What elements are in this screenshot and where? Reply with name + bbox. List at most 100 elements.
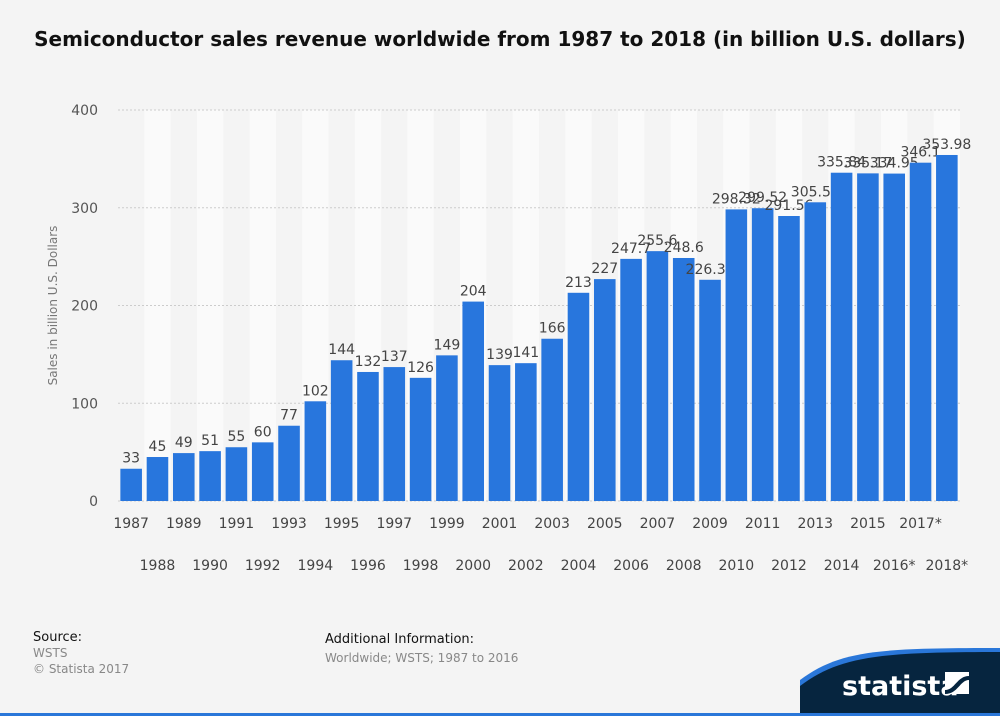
data-label: 335.17	[843, 155, 892, 171]
data-label: 132	[355, 354, 382, 370]
data-label: 204	[460, 284, 487, 300]
data-label: 291.56	[764, 198, 813, 214]
x-tick-label: 1987	[113, 516, 149, 532]
data-label: 51	[201, 433, 219, 449]
x-tick-label: 1989	[166, 516, 202, 532]
bar	[409, 377, 432, 501]
x-tick-label: 2015	[850, 516, 886, 532]
x-tick-label: 1994	[298, 558, 334, 574]
data-label: 60	[254, 424, 272, 440]
data-label: 248.6	[664, 240, 704, 256]
data-label: 139	[486, 347, 513, 363]
data-label: 346.1	[900, 145, 940, 161]
y-tick-label: 0	[89, 494, 98, 510]
bar	[620, 258, 642, 501]
x-tick-label: 2001	[482, 516, 518, 532]
data-label: 247.7	[611, 241, 651, 257]
x-tick-label: 1991	[219, 516, 255, 532]
data-label: 305.58	[791, 184, 840, 200]
data-label: 227	[591, 261, 618, 277]
source-label: Source:	[33, 630, 83, 645]
data-label: 166	[539, 321, 566, 337]
x-tick-label: 2005	[587, 516, 623, 532]
bar	[330, 360, 353, 501]
data-label: 45	[149, 439, 167, 455]
bar	[462, 301, 485, 501]
x-tick-label: 2000	[455, 558, 491, 574]
statista-icon	[945, 672, 969, 694]
bottom-accent-bar	[0, 713, 1000, 716]
x-tick-label: 2012	[771, 558, 807, 574]
data-label: 213	[565, 275, 592, 291]
data-label: 141	[512, 345, 539, 361]
x-tick-label: 2008	[666, 558, 702, 574]
x-tick-label: 2002	[508, 558, 544, 574]
x-tick-label: 2014	[824, 558, 860, 574]
additional-info-block: Additional Information: Worldwide; WSTS;…	[325, 632, 518, 666]
bar	[278, 425, 300, 501]
x-tick-label: 2003	[534, 516, 570, 532]
bar	[699, 279, 721, 501]
bar	[936, 154, 958, 501]
data-label: 298.32	[712, 191, 761, 207]
statista-logo: statista	[800, 648, 1000, 716]
bar	[725, 209, 748, 501]
x-tick-label: 1995	[324, 516, 360, 532]
data-label: 33	[122, 451, 140, 467]
bar	[804, 202, 827, 502]
x-tick-label: 1988	[140, 558, 176, 574]
data-label: 299.52	[738, 190, 787, 206]
x-tick-label: 1992	[245, 558, 281, 574]
bar	[146, 457, 169, 501]
bar	[225, 447, 248, 501]
data-label: 55	[227, 429, 245, 445]
y-tick-label: 300	[71, 201, 98, 217]
bar	[830, 172, 853, 501]
x-tick-label: 2004	[561, 558, 597, 574]
bar	[857, 173, 879, 501]
data-label: 353.98	[922, 137, 971, 153]
bar	[751, 208, 774, 502]
data-label: 49	[175, 435, 193, 451]
bar	[357, 371, 379, 501]
x-tick-label: 2013	[797, 516, 833, 532]
brand-name: statista	[842, 671, 959, 702]
data-label: 334.95	[870, 156, 919, 172]
x-tick-label: 2009	[692, 516, 728, 532]
data-label: 255.6	[637, 233, 677, 249]
chart-title: Semiconductor sales revenue worldwide fr…	[34, 27, 966, 51]
copyright: © Statista 2017	[33, 662, 130, 676]
bar	[646, 251, 669, 501]
y-tick-label: 100	[71, 396, 98, 412]
x-tick-label: 1998	[403, 558, 439, 574]
bar-chart: 0 100 200 300 400 Sales in billion U.S. Dolla…	[46, 103, 971, 574]
x-tick-label: 1990	[192, 558, 228, 574]
x-tick-label: 2016*	[873, 558, 916, 574]
bar	[172, 453, 195, 501]
bar	[883, 173, 906, 502]
bar	[383, 367, 406, 501]
bar	[436, 355, 458, 501]
bar	[199, 451, 221, 501]
y-tick-label: 400	[71, 103, 98, 119]
data-label: 102	[302, 383, 329, 399]
bar	[515, 363, 537, 501]
bar	[488, 365, 511, 501]
x-tick-label: 2018*	[926, 558, 969, 574]
x-tick-label: 2006	[613, 558, 649, 574]
bar	[251, 442, 274, 501]
x-tick-label: 1999	[429, 516, 465, 532]
x-tick-label: 1996	[350, 558, 386, 574]
additional-info-value: Worldwide; WSTS; 1987 to 2016	[325, 651, 519, 665]
bar	[909, 162, 932, 501]
source-block: Source: WSTS © Statista 2017	[33, 630, 129, 677]
bar	[778, 216, 800, 501]
data-label: 149	[434, 337, 461, 353]
data-label: 335.84	[817, 155, 866, 171]
data-label: 126	[407, 360, 434, 376]
x-tick-label: 1997	[376, 516, 412, 532]
bar	[593, 279, 616, 501]
data-label: 226.31	[686, 262, 735, 278]
y-tick-label: 200	[71, 299, 98, 315]
y-axis-label: Sales in billion U.S. Dollars	[46, 226, 60, 386]
